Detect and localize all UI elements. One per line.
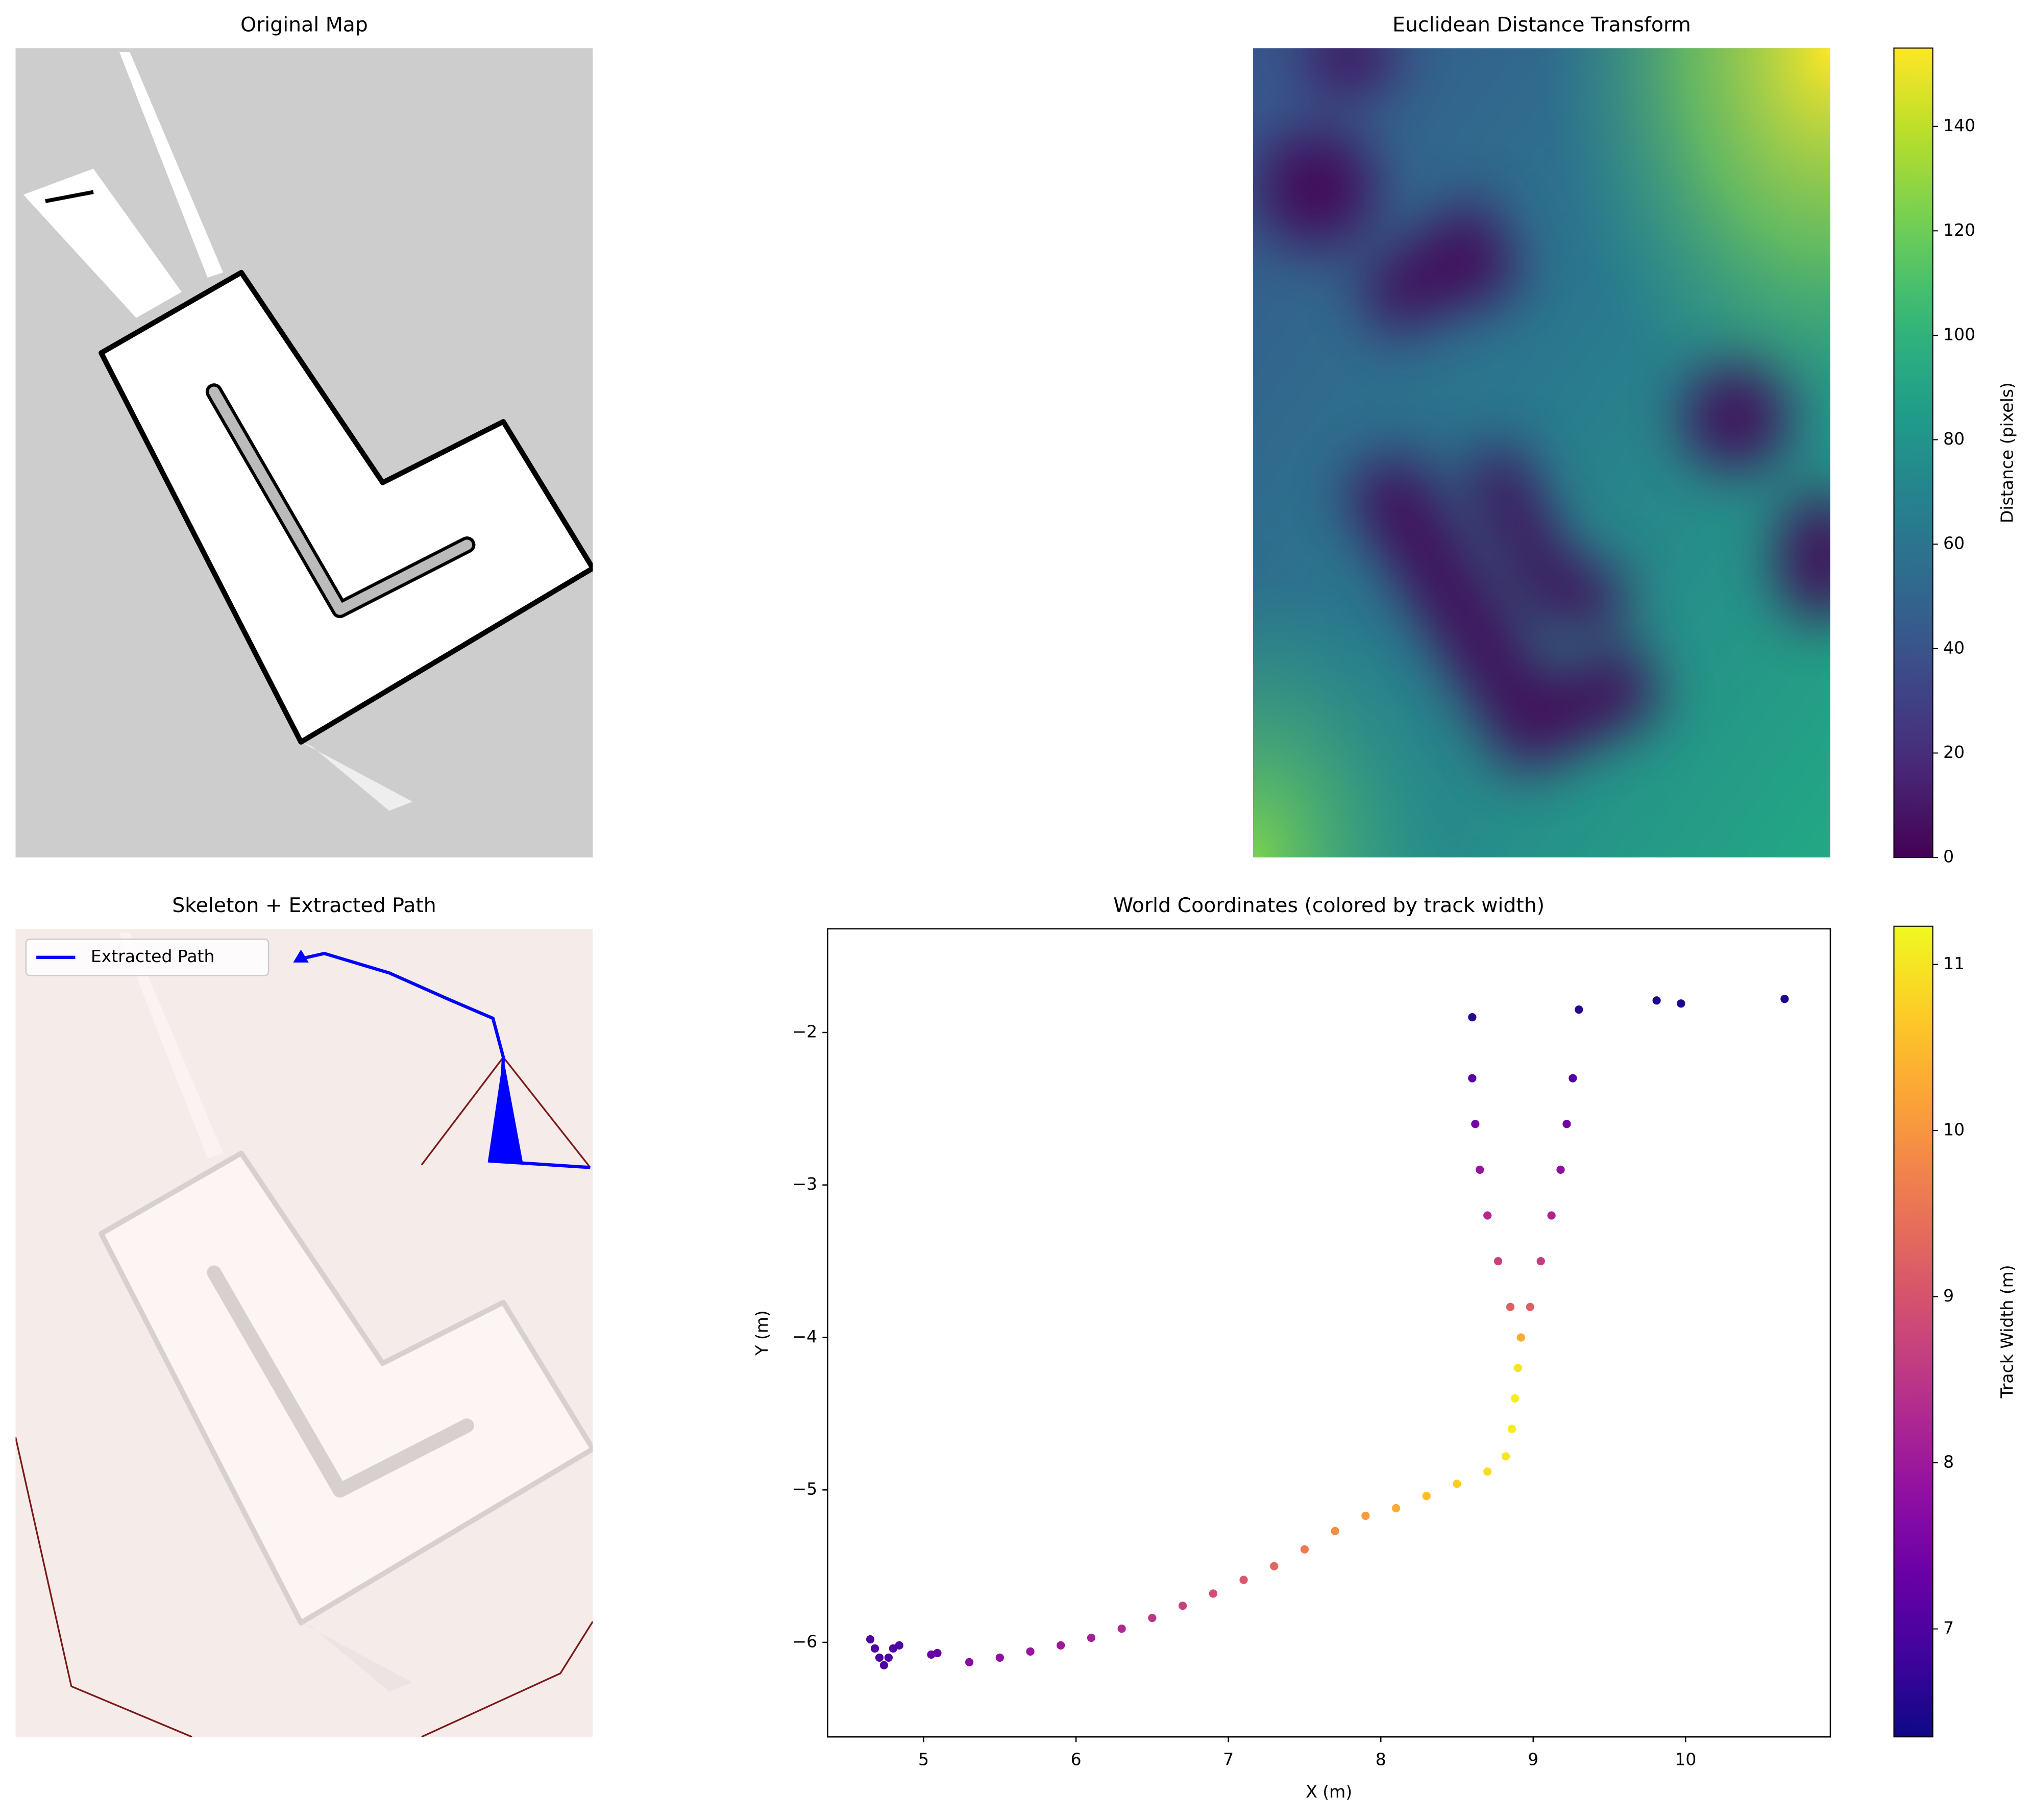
colorbar-label: Track Width (m) bbox=[1997, 1265, 2017, 1398]
point bbox=[875, 1653, 884, 1662]
point bbox=[1526, 1302, 1534, 1311]
y-tick-label: −4 bbox=[792, 1326, 817, 1346]
panel-title: World Coordinates (colored by track widt… bbox=[1113, 894, 1545, 917]
x-tick-label: 9 bbox=[1528, 1749, 1538, 1769]
point bbox=[933, 1649, 942, 1658]
path-arrow bbox=[293, 949, 309, 963]
x-axis-label: X (m) bbox=[1306, 1782, 1352, 1802]
point bbox=[1057, 1641, 1065, 1650]
colorbar-tick-label: 140 bbox=[1943, 115, 1975, 135]
point bbox=[1300, 1545, 1309, 1554]
point bbox=[1476, 1165, 1484, 1174]
point bbox=[1780, 995, 1789, 1003]
point bbox=[1493, 1257, 1503, 1266]
x-tick-label: 8 bbox=[1376, 1749, 1386, 1769]
legend-box bbox=[25, 938, 269, 976]
extracted-path-fill bbox=[487, 1057, 523, 1163]
point bbox=[1178, 1602, 1187, 1610]
x-tick-label: 6 bbox=[1071, 1749, 1082, 1769]
map-image bbox=[15, 48, 593, 858]
point bbox=[1513, 1364, 1523, 1372]
y-tick-label: −6 bbox=[792, 1631, 817, 1651]
point bbox=[1239, 1576, 1248, 1584]
colorbar-tick-label: 0 bbox=[1943, 847, 1954, 867]
edt-image bbox=[1253, 48, 1830, 858]
panel-title: Euclidean Distance Transform bbox=[1392, 13, 1691, 36]
point bbox=[1506, 1302, 1515, 1311]
point bbox=[1483, 1467, 1492, 1476]
point bbox=[965, 1658, 974, 1666]
axes-frame bbox=[827, 928, 1831, 1738]
colorbar-tick-label: 11 bbox=[1943, 953, 1965, 973]
point bbox=[1331, 1527, 1339, 1536]
y-axis-label: Y (m) bbox=[752, 1310, 772, 1356]
point bbox=[1510, 1394, 1520, 1403]
point bbox=[1471, 1120, 1480, 1128]
colorbar-tick-label: 7 bbox=[1943, 1618, 1954, 1638]
panel-title: Skeleton + Extracted Path bbox=[172, 894, 436, 917]
point bbox=[1453, 1480, 1461, 1488]
point bbox=[1547, 1211, 1556, 1220]
colorbar-label: Distance (pixels) bbox=[1997, 382, 2017, 523]
point bbox=[895, 1641, 903, 1650]
point bbox=[1569, 1074, 1577, 1083]
point bbox=[879, 1661, 889, 1669]
colorbar-tick-label: 100 bbox=[1943, 324, 1975, 344]
point bbox=[1468, 1013, 1477, 1022]
point bbox=[1483, 1211, 1492, 1220]
point bbox=[1562, 1120, 1571, 1128]
point bbox=[1087, 1633, 1096, 1642]
colorbar-tick-label: 8 bbox=[1943, 1452, 1954, 1472]
panel-title: Original Map bbox=[240, 13, 368, 36]
y-tick-label: −2 bbox=[792, 1021, 817, 1041]
point bbox=[1270, 1562, 1279, 1570]
y-tick-label: −5 bbox=[792, 1479, 817, 1499]
point bbox=[1422, 1492, 1431, 1501]
x-tick-label: 5 bbox=[918, 1749, 929, 1769]
colorbar-tick-label: 40 bbox=[1943, 637, 1965, 657]
point bbox=[1652, 996, 1661, 1005]
colorbar-tick-label: 20 bbox=[1943, 742, 1965, 762]
point bbox=[1361, 1511, 1370, 1520]
colorbar-tick-label: 10 bbox=[1943, 1120, 1965, 1140]
colorbar-tick-label: 120 bbox=[1943, 220, 1975, 240]
point bbox=[884, 1653, 893, 1662]
point bbox=[1556, 1165, 1565, 1174]
point bbox=[1507, 1424, 1516, 1433]
colorbar bbox=[1893, 925, 1933, 1738]
point bbox=[1536, 1257, 1545, 1266]
point bbox=[1468, 1074, 1477, 1083]
point bbox=[1501, 1452, 1510, 1461]
y-tick-label: −3 bbox=[792, 1174, 817, 1194]
point bbox=[866, 1635, 875, 1644]
point bbox=[1677, 999, 1685, 1008]
point bbox=[1148, 1614, 1157, 1622]
skeleton-image bbox=[15, 928, 593, 1737]
point bbox=[870, 1644, 879, 1653]
x-tick-label: 7 bbox=[1223, 1749, 1234, 1769]
point bbox=[995, 1653, 1004, 1662]
point bbox=[1575, 1005, 1583, 1014]
point bbox=[1516, 1333, 1526, 1342]
colorbar-tick-label: 80 bbox=[1943, 429, 1965, 449]
point bbox=[1209, 1589, 1217, 1598]
point bbox=[1391, 1504, 1401, 1513]
colorbar bbox=[1893, 47, 1933, 858]
x-tick-label: 10 bbox=[1675, 1749, 1696, 1769]
legend-label: Extracted Path bbox=[91, 946, 215, 966]
point bbox=[1117, 1624, 1126, 1633]
colorbar-tick-label: 9 bbox=[1943, 1286, 1954, 1306]
colorbar-tick-label: 60 bbox=[1943, 533, 1965, 553]
point bbox=[1026, 1647, 1035, 1656]
